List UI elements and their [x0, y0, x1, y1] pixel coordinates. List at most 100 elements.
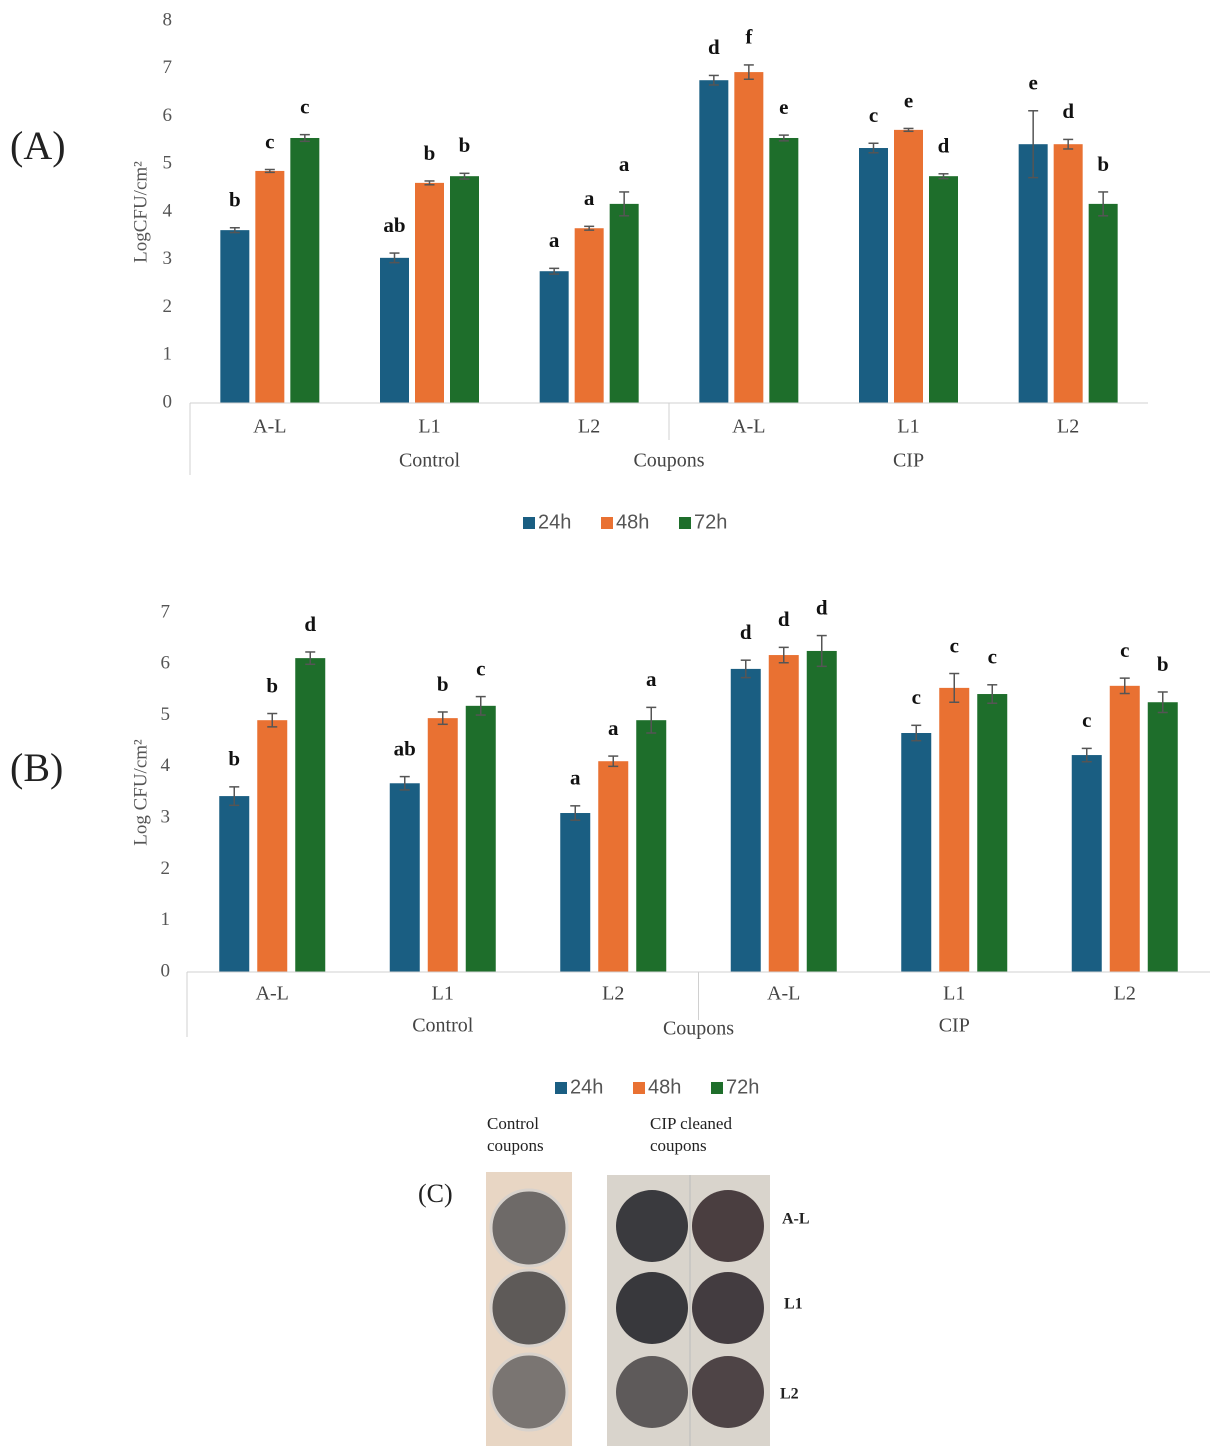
significance-letter: c	[300, 94, 309, 118]
bar	[939, 688, 969, 972]
legend-label: 72h	[694, 511, 727, 533]
coupon	[616, 1356, 688, 1428]
bar	[901, 733, 931, 972]
x-tick-label: A-L	[732, 416, 765, 438]
x-axis-title: Coupons	[663, 1018, 734, 1040]
legend-item: 48h	[633, 1076, 681, 1098]
significance-letter: c	[1082, 708, 1091, 732]
bar	[220, 230, 249, 403]
row-label: L1	[784, 1296, 803, 1313]
y-tick-label: 7	[163, 57, 173, 78]
panel-label: (A)	[10, 123, 66, 168]
significance-letter: c	[950, 633, 959, 657]
bar	[929, 176, 958, 403]
bar	[598, 761, 628, 972]
bar	[731, 669, 761, 972]
legend-item: 24h	[523, 511, 571, 533]
x-tick-label: L2	[1114, 983, 1136, 1005]
y-tick-label: 3	[163, 248, 173, 269]
y-tick-label: 0	[163, 391, 173, 412]
coupon	[491, 1270, 567, 1346]
significance-letter: a	[619, 152, 630, 176]
bar	[257, 720, 287, 972]
y-tick-label: 0	[161, 960, 171, 981]
x-axis-title: Coupons	[633, 450, 704, 472]
bar	[977, 694, 1007, 972]
legend-swatch	[523, 517, 535, 529]
y-tick-label: 5	[163, 153, 173, 174]
x-tick-label: L2	[602, 983, 624, 1005]
group-label: Control	[399, 450, 461, 472]
x-tick-label: L1	[432, 983, 454, 1005]
legend-swatch	[633, 1082, 645, 1094]
column-title-text: Control	[487, 1114, 539, 1133]
y-tick-label: 4	[161, 755, 171, 776]
significance-letter: b	[459, 133, 471, 157]
coupon	[692, 1272, 764, 1344]
significance-letter: ab	[394, 736, 416, 760]
significance-letter: d	[778, 607, 790, 631]
group-label: Control	[412, 1015, 474, 1037]
y-tick-label: 2	[161, 858, 171, 879]
significance-letter: e	[1029, 71, 1038, 95]
bar	[807, 651, 837, 972]
x-tick-label: A-L	[253, 416, 286, 438]
column-title-text: CIP cleaned	[650, 1114, 732, 1133]
figure: (C) Controlcoupons CIP cleanedcoupons A-…	[0, 0, 1211, 1446]
coupon	[692, 1356, 764, 1428]
bar	[380, 258, 409, 403]
bar	[859, 148, 888, 403]
significance-letter: f	[745, 25, 753, 49]
coupon	[616, 1272, 688, 1344]
significance-letter: c	[988, 645, 997, 669]
coupon	[491, 1190, 567, 1266]
significance-letter: a	[584, 186, 595, 210]
significance-letter: b	[437, 672, 449, 696]
significance-letter: a	[646, 667, 657, 691]
bar	[295, 658, 325, 972]
significance-letter: b	[229, 188, 241, 212]
coupon	[692, 1190, 764, 1262]
bar	[540, 271, 569, 403]
significance-letter: b	[1157, 652, 1169, 676]
coupon	[491, 1354, 567, 1430]
bar	[1089, 204, 1118, 403]
significance-letter: c	[1120, 638, 1129, 662]
significance-letter: d	[938, 134, 950, 158]
bar	[290, 138, 319, 403]
bar	[1110, 686, 1140, 972]
group-label: CIP	[893, 450, 924, 472]
significance-letter: a	[570, 766, 581, 790]
y-tick-label: 2	[163, 296, 173, 317]
bar	[699, 80, 728, 403]
bar	[466, 706, 496, 972]
x-tick-label: L2	[1057, 416, 1079, 438]
x-tick-label: L2	[578, 416, 600, 438]
legend-item: 48h	[601, 511, 649, 533]
bar	[560, 813, 590, 972]
coupon	[616, 1190, 688, 1262]
bar	[450, 176, 479, 403]
bar	[734, 72, 763, 403]
panel-label: (B)	[10, 745, 63, 790]
legend-label: 48h	[648, 1076, 681, 1098]
y-tick-label: 1	[161, 909, 171, 930]
significance-letter: a	[608, 716, 619, 740]
bar	[894, 130, 923, 403]
bar	[219, 796, 249, 972]
bar	[1148, 702, 1178, 972]
y-axis-title: Log CFU/cm²	[130, 739, 151, 846]
significance-letter: c	[476, 656, 485, 680]
legend-item: 72h	[711, 1076, 759, 1098]
significance-letter: b	[424, 141, 436, 165]
y-tick-label: 6	[163, 105, 173, 126]
panel-label: (C)	[418, 1179, 453, 1208]
significance-letter: d	[740, 620, 752, 644]
legend-swatch	[601, 517, 613, 529]
bar	[1019, 144, 1048, 403]
bar	[610, 204, 639, 403]
y-tick-label: 1	[163, 344, 173, 365]
significance-letter: d	[304, 612, 316, 636]
